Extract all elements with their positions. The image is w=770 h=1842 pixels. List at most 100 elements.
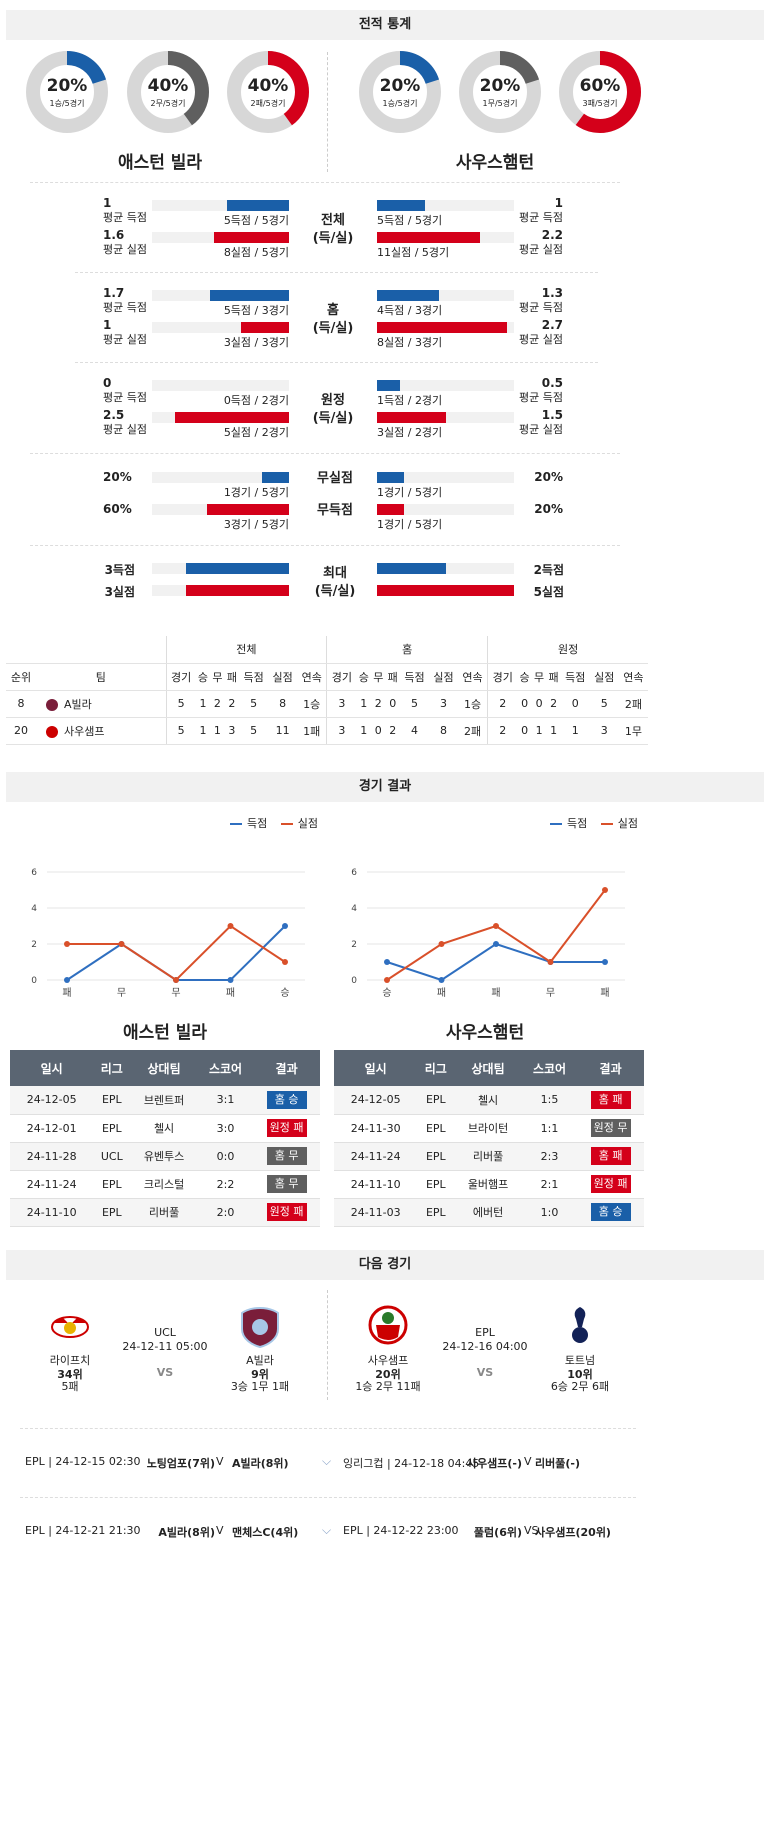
- donut-ring: [459, 51, 541, 133]
- standings-cell: 11: [268, 717, 298, 745]
- donut-ring: [26, 51, 108, 133]
- next-away-league: EPL: [475, 1326, 495, 1339]
- home-team-name: 애스턴 빌라: [117, 153, 203, 173]
- right-stat-label: 평균 득점: [519, 391, 563, 404]
- data-point: [64, 941, 70, 947]
- left-bar-fill: [213, 232, 289, 243]
- right-cleansheet-bar-track: [377, 472, 514, 483]
- standings-cell: 1: [531, 717, 547, 745]
- y-tick-label: 4: [351, 904, 357, 914]
- y-tick-label: 0: [351, 976, 357, 986]
- schedule-right-away: 사우샘프(20위): [535, 1526, 611, 1539]
- left-stat-label: 평균 득점: [103, 301, 147, 314]
- donut-fill: [459, 51, 541, 133]
- left-bar-label: 3실점 / 3경기: [223, 336, 289, 349]
- standings-sub-header: 득점: [560, 663, 590, 691]
- x-tick-label: 패: [491, 987, 500, 999]
- result-date: 24-11-24: [10, 1170, 94, 1199]
- next-home-datetime: 24-12-11 05:00: [122, 1340, 208, 1353]
- x-tick-label: 패: [226, 987, 235, 999]
- left-noscore-value: 60%: [103, 502, 132, 516]
- left-bar-label: 5실점 / 2경기: [223, 426, 289, 439]
- result-date: 24-11-03: [334, 1198, 418, 1227]
- right-bar-fill: [377, 232, 480, 243]
- series-line-scored: [386, 942, 605, 982]
- standings-cell: 2패: [618, 690, 648, 718]
- donut-percent: 20%: [379, 76, 421, 96]
- right-noscore-bar-fill: [377, 504, 405, 515]
- left-bar-label: 0득점 / 2경기: [223, 394, 289, 407]
- standings-group-header: 전체: [165, 636, 327, 664]
- standings-sub-header: 실점: [268, 663, 298, 691]
- y-tick-label: 0: [31, 976, 37, 986]
- donut-5: 20% 1무/5경기: [458, 50, 542, 134]
- left-max-concede-bar-track: [152, 585, 289, 596]
- right-noscore-value: 20%: [534, 502, 563, 516]
- home-results-table: 일시 리그 상대팀 스코어 결과 24-12-05 EPL 브렌트퍼 3:1 홈 승 24-12-0…: [10, 1050, 320, 1227]
- next-home-left-rank: 34위: [57, 1368, 83, 1381]
- team-column-header: 팀: [36, 663, 166, 691]
- left-max-score-bar-track: [152, 563, 289, 574]
- result-opp: 브렌트퍼: [130, 1086, 198, 1115]
- left-bar-label: 8실점 / 5경기: [223, 246, 289, 259]
- result-outcome: 원정 패: [253, 1198, 320, 1227]
- result-outcome: 홈 승: [577, 1198, 644, 1227]
- donut-percent: 40%: [147, 76, 189, 96]
- donut-sublabel: 1무/5경기: [482, 99, 518, 108]
- result-league: EPL: [417, 1198, 455, 1227]
- schedule-left-vs: V: [216, 1455, 224, 1468]
- results-column-header: 결과: [253, 1050, 320, 1086]
- schedule-left-home: 노팅엄포(7위): [146, 1457, 215, 1470]
- standings-rank: 8: [6, 690, 36, 718]
- result-opp: 유벤투스: [130, 1142, 198, 1171]
- left-stat-value: 1: [103, 196, 112, 210]
- block-divider: [75, 272, 598, 273]
- results-header-row: 일시 리그 상대팀 스코어 결과: [334, 1050, 644, 1086]
- donut-percent: 40%: [247, 76, 289, 96]
- results-row: 24-11-10 EPL 울버햄프 2:1 원정 패: [334, 1170, 644, 1199]
- legend-conceded-label: 실점: [297, 817, 318, 830]
- schedule-divider: [20, 1497, 636, 1498]
- left-bar-track: [152, 412, 289, 423]
- left-cleansheet-bar-track: [152, 472, 289, 483]
- standings-cell: 0: [517, 690, 532, 718]
- standings-empty: [6, 636, 166, 664]
- standings-cell: 2: [487, 717, 518, 745]
- left-stat-label: 평균 득점: [103, 211, 147, 224]
- standings-cell: 2: [224, 690, 240, 718]
- result-outcome: 홈 패: [577, 1086, 644, 1115]
- standings-sub-header: 득점: [399, 663, 429, 691]
- legend-conceded-label: 실점: [617, 817, 638, 830]
- result-score: 2:2: [197, 1170, 254, 1199]
- left-bar-track: [152, 290, 289, 301]
- donut-ring: [559, 51, 641, 133]
- standings-cell: 5: [239, 717, 269, 745]
- data-point: [384, 977, 390, 983]
- data-point: [547, 959, 554, 965]
- standings-sub-header: 무: [531, 663, 547, 691]
- x-tick-label: 패: [600, 987, 609, 999]
- standings-group-header: 홈: [326, 636, 488, 664]
- leipzig-crest-icon: [51, 1316, 89, 1338]
- standings-cell: 0: [517, 717, 532, 745]
- standings-rank: 20: [6, 717, 36, 745]
- results-column-header: 결과: [577, 1050, 644, 1086]
- left-bar-track: [152, 232, 289, 243]
- standings-sub-header: 경기: [326, 663, 357, 691]
- next-away-left-record: 1승 2무 11패: [355, 1380, 421, 1393]
- schedule-right-home: 풀럼(6위): [473, 1526, 522, 1539]
- standings-sub-header: 패: [224, 663, 240, 691]
- standings-sub-header: 경기: [165, 663, 196, 691]
- left-bar-fill: [209, 290, 289, 301]
- left-stat-value: 1.6: [103, 228, 125, 242]
- left-max-score: 3득점: [104, 563, 135, 577]
- result-score: 1:1: [521, 1114, 578, 1143]
- standings-cell: 2: [546, 690, 561, 718]
- series-line-scored: [66, 925, 286, 981]
- data-point: [493, 923, 499, 929]
- category-label: 전체 (득/실): [312, 213, 354, 246]
- standings-cell: 3: [428, 690, 458, 718]
- result-date: 24-11-10: [10, 1198, 94, 1227]
- right-stat-label: 평균 득점: [519, 211, 563, 224]
- schedule-right-vs: V: [524, 1455, 532, 1468]
